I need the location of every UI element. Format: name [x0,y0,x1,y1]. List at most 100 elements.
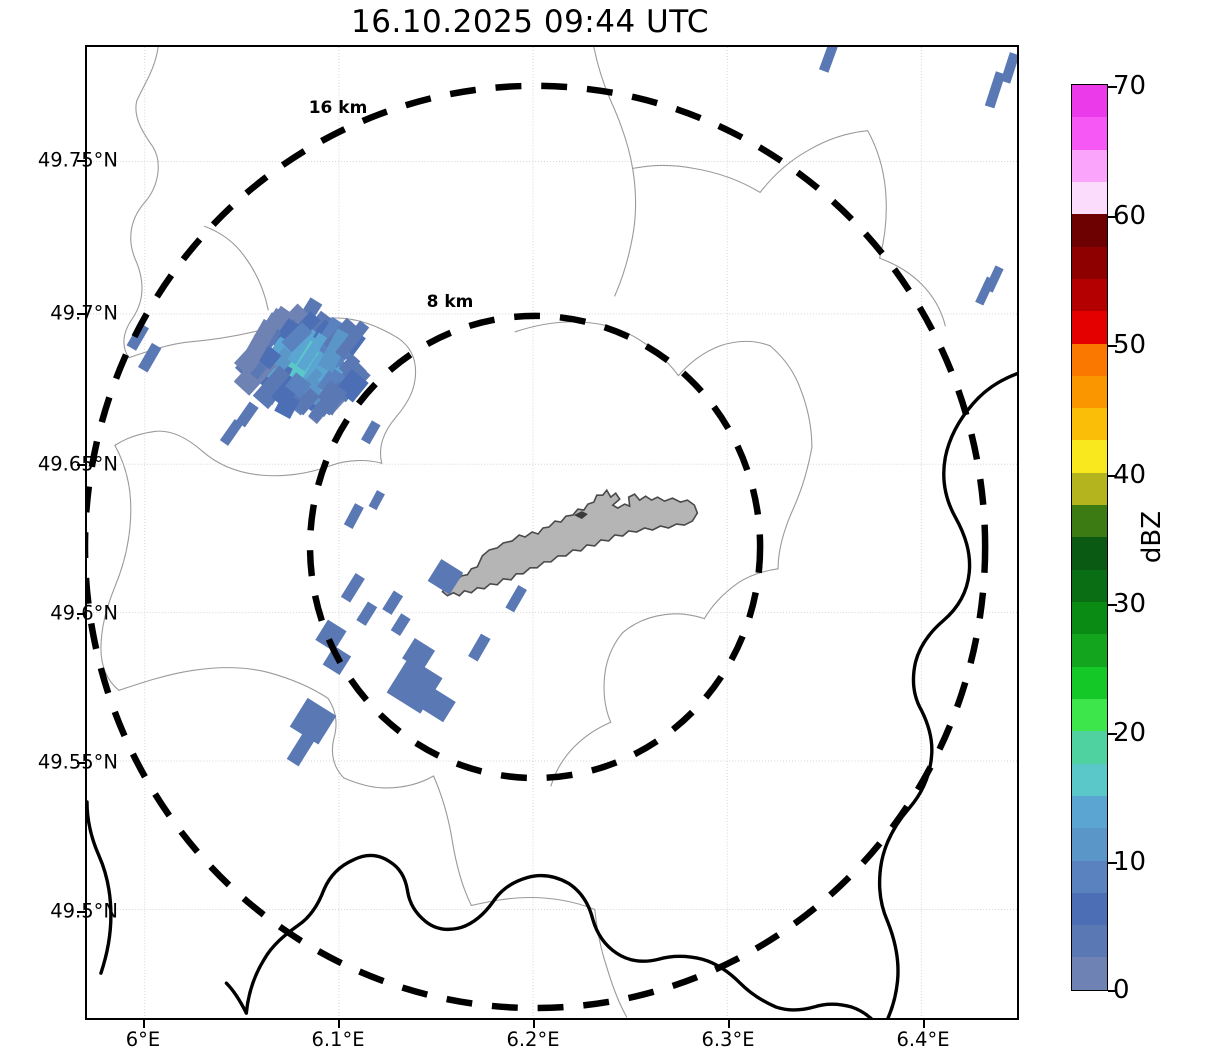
range-ring-layer [87,82,989,1012]
colorbar-band [1072,795,1107,829]
colorbar-band [1072,214,1107,247]
colorbar-band [1072,731,1107,764]
colorbar-band [1072,666,1107,699]
colorbar-band [1072,505,1107,538]
colorbar-band [1072,149,1107,182]
colorbar-band [1072,698,1107,732]
colorbar-tick-label: 10 [1113,847,1147,877]
colorbar-band [1072,892,1107,926]
x-tick-mark [338,1020,340,1028]
colorbar-band [1072,375,1107,409]
radar-echo-cell [288,383,320,416]
colorbar-band [1072,246,1107,279]
colorbar-tick-mark [1108,345,1117,347]
map-gridlines [87,47,1017,1018]
radar-echo-cell [219,418,243,446]
colorbar-tick-label: 30 [1113,589,1147,619]
radar-echo-cell [287,326,317,365]
radar-echo-cell [289,697,337,745]
colorbar-band [1072,828,1107,861]
colorbar-tick-label: 60 [1113,201,1147,231]
range-ring-16km [87,82,989,1012]
colorbar-label: dBZ [1137,510,1167,564]
colorbar-tick-label: 70 [1113,71,1147,101]
colorbar-band [1072,117,1107,150]
colorbar-tick-mark [1108,216,1117,218]
page-title: 16.10.2025 09:44 UTC [351,4,709,40]
colorbar-band [1072,343,1107,376]
radar-echo-cell [317,328,352,373]
colorbar[interactable] [1071,84,1108,991]
radar-echo-cell [343,503,364,529]
colorbar-tick-mark [1108,604,1117,606]
x-tick-mark [533,1020,535,1028]
colorbar-band [1072,763,1107,796]
x-tick-label: 6.3°E [701,1028,755,1051]
colorbar-band [1072,860,1107,893]
y-tick-mark [77,464,85,466]
radar-echo-cell [819,47,839,73]
radar-echo-cell [296,332,328,372]
water-body-polygon [441,488,699,597]
map-plot-area[interactable] [85,45,1019,1020]
y-tick-mark [77,160,85,162]
radar-echo-cell [315,619,347,652]
radar-echo-cell [421,688,456,723]
colorbar-band [1072,408,1107,441]
radar-echo-cell [382,590,404,615]
colorbar-band [1072,957,1107,990]
radar-echo-cell [368,490,385,511]
y-tick-mark [77,313,85,315]
x-tick-label: 6.2°E [506,1028,560,1051]
y-tick-mark [77,762,85,764]
range-ring-8km [306,312,764,782]
radar-echo-cell [338,353,361,376]
colorbar-band [1072,602,1107,635]
range-ring-label-8km: 8 km [426,292,474,312]
colorbar-band [1072,181,1107,215]
x-tick-mark [728,1020,730,1028]
radar-echo-cell [252,365,295,410]
colorbar-band [1072,634,1107,667]
radar-echo-cell [285,372,312,399]
radar-echo-cell [138,342,162,373]
admin-boundaries [100,47,946,1018]
radar-echo-layer [126,47,1017,767]
radar-echo-cell [286,731,316,767]
colorbar-band [1072,311,1107,344]
map-canvas [87,47,1017,1018]
radar-echo-cell [244,318,279,361]
colorbar-tick-mark [1108,733,1117,735]
x-tick-label: 6.1°E [311,1028,365,1051]
radar-echo-cell [984,71,1006,109]
radar-echo-cell [281,321,313,353]
colorbar-tick-label: 40 [1113,460,1147,490]
radar-echo-cell [427,558,464,595]
colorbar-tick-mark [1108,475,1117,477]
radar-main-cluster [233,297,371,425]
radar-echo-cell [340,573,365,603]
colorbar-tick-label: 20 [1113,718,1147,748]
radar-echo-cell [335,320,370,360]
x-tick-mark [143,1020,145,1028]
range-ring-label-16km: 16 km [308,98,368,118]
radar-echo-cell [360,420,381,445]
radar-echo-cell [235,401,259,428]
x-tick-label: 6°E [125,1028,161,1051]
radar-echo-cell [356,601,378,626]
colorbar-band [1072,85,1107,118]
colorbar-band [1072,440,1107,473]
y-tick-mark [77,613,85,615]
colorbar-tick-label: 50 [1113,330,1147,360]
colorbar-tick-label: 0 [1113,975,1130,1005]
colorbar-tick-mark [1108,862,1117,864]
colorbar-tick-mark [1108,990,1117,992]
colorbar-band [1072,278,1107,312]
radar-echo-cell [1000,52,1017,84]
colorbar-band [1072,569,1107,602]
radar-echo-cell [257,345,282,370]
x-tick-label: 6.4°E [896,1028,950,1051]
radar-echo-cell [468,633,491,662]
x-tick-mark [923,1020,925,1028]
radar-echo-cell [317,380,348,410]
